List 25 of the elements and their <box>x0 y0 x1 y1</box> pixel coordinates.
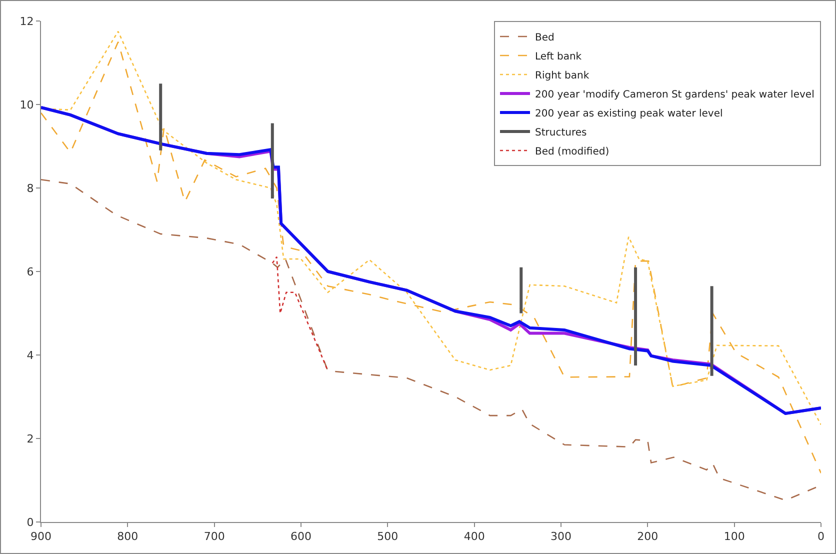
x-tick-label: 300 <box>550 530 572 544</box>
x-tick-label: 100 <box>724 530 745 544</box>
line-series <box>41 106 821 415</box>
y-tick-label: 8 <box>26 182 34 195</box>
y-tick-label: 10 <box>20 98 34 112</box>
y-tick-label: 12 <box>20 14 34 28</box>
x-tick-label: 500 <box>377 530 398 544</box>
legend-label: Right bank <box>535 70 590 82</box>
x-tick-label: 200 <box>637 530 658 544</box>
legend-label: Structures <box>535 127 587 138</box>
y-tick-label: 6 <box>26 265 34 278</box>
x-tick-label: 900 <box>30 530 52 544</box>
y-tick-label: 4 <box>26 348 34 362</box>
x-tick-label: 600 <box>290 530 312 544</box>
y-tick-label: 2 <box>26 432 34 446</box>
legend-label: 200 year as existing peak water level <box>535 108 723 120</box>
y-tick-label: 0 <box>26 516 34 529</box>
legend-label: Left bank <box>535 51 582 62</box>
x-tick-label: 700 <box>204 530 225 544</box>
x-tick-label: 400 <box>464 530 485 544</box>
legend-label: Bed (modified) <box>535 146 610 158</box>
legend-label: 200 year 'modify Cameron St gardens' peak water level <box>535 89 814 100</box>
legend-label: Bed <box>535 32 554 44</box>
x-tick-label: 800 <box>117 530 138 544</box>
x-tick-label: 0 <box>818 530 824 544</box>
